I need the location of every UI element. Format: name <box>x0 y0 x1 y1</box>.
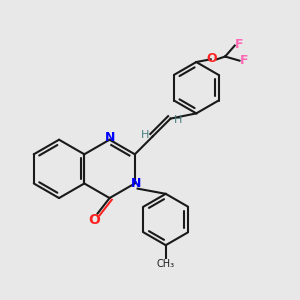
Text: H: H <box>141 130 149 140</box>
Text: O: O <box>88 213 100 227</box>
Text: F: F <box>235 38 244 51</box>
Text: H: H <box>174 115 182 125</box>
Text: N: N <box>131 177 142 190</box>
Text: N: N <box>104 131 115 145</box>
Text: CH₃: CH₃ <box>157 259 175 269</box>
Text: O: O <box>206 52 217 65</box>
Text: F: F <box>240 54 249 67</box>
